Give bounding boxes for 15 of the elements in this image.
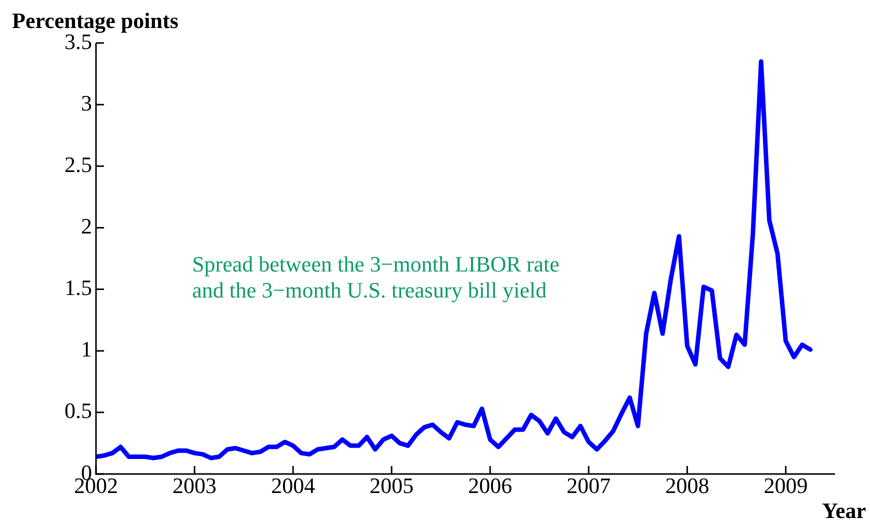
- y-tick-label: 2: [81, 213, 92, 238]
- x-tick-label: 2008: [665, 472, 710, 498]
- y-tick-label: 3: [81, 90, 92, 116]
- y-tick-label: 0.5: [64, 398, 92, 424]
- x-tick-label: 2006: [468, 472, 512, 498]
- x-tick-label: 2007: [566, 472, 611, 498]
- annotation: Spread between the 3−month LIBOR rate and the 3−month U.S. treasury bill yield: [192, 251, 560, 302]
- x-tick-label: 2003: [172, 472, 217, 498]
- x-axis-title: Year: [822, 498, 866, 520]
- x-tick-label: 2005: [370, 472, 414, 498]
- y-tick-label: 2.5: [64, 152, 92, 177]
- y-tick-label: 1: [81, 336, 92, 362]
- y-tick-label: 1.5: [64, 275, 92, 300]
- x-tick-label: 2004: [271, 472, 316, 498]
- x-tick-label: 2009: [764, 472, 808, 498]
